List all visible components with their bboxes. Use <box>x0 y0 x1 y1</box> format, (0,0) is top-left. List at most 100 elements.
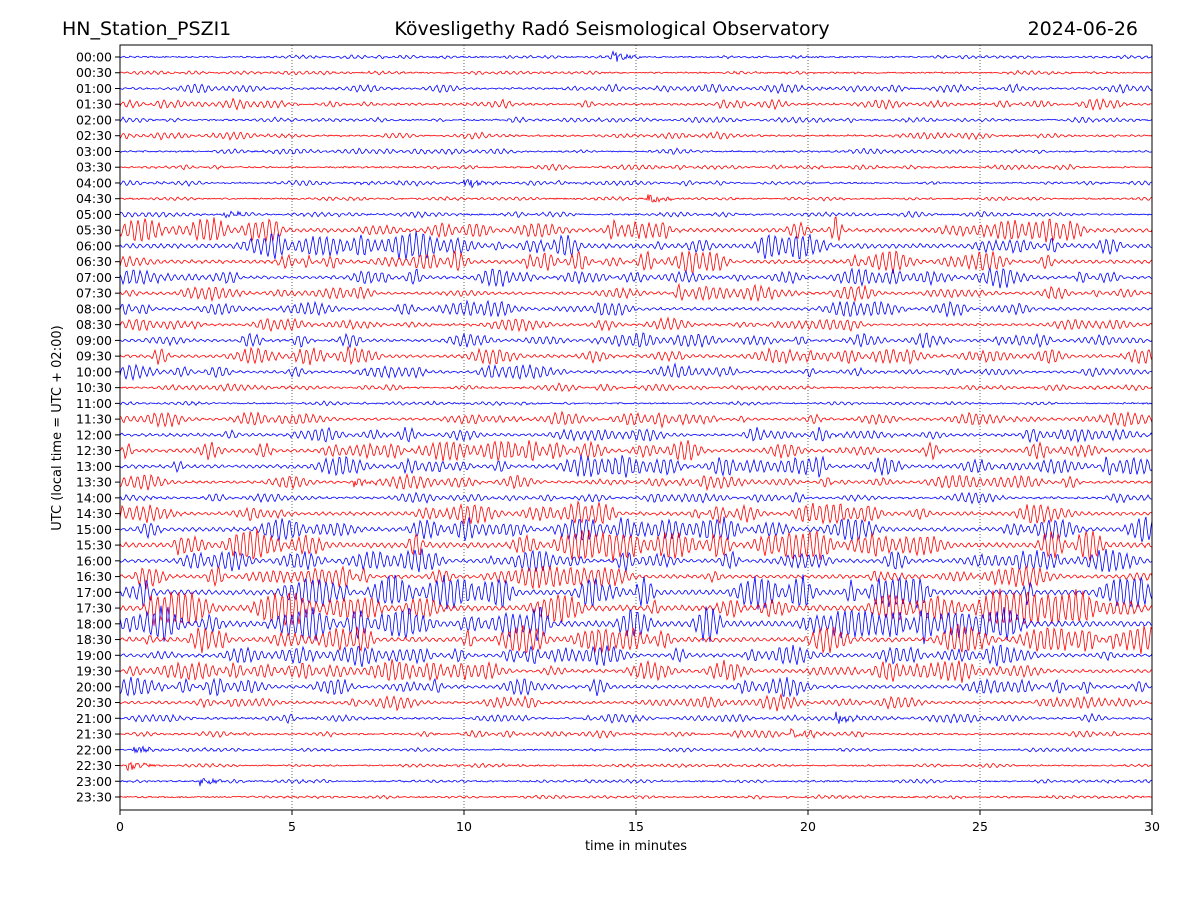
trace-0200 <box>119 116 1153 124</box>
traces <box>119 50 1153 800</box>
y-tick-label: 16:30 <box>76 569 112 584</box>
y-axis-label: UTC (local time = UTC + 02:00) <box>50 325 65 530</box>
trace-0300 <box>119 147 1153 156</box>
y-tick-label: 11:30 <box>76 412 112 427</box>
y-tick-label: 05:30 <box>76 223 112 238</box>
y-tick-label: 00:30 <box>76 65 112 80</box>
y-tick-label: 21:30 <box>76 727 112 742</box>
x-tick-label: 10 <box>456 819 472 834</box>
trace-0030 <box>119 69 1153 76</box>
trace-0500 <box>119 210 1153 219</box>
trace-0630 <box>119 249 1153 274</box>
station-label: HN_Station_PSZI1 <box>62 18 231 40</box>
y-tick-label: 20:30 <box>76 695 112 710</box>
y-tick-label: 03:30 <box>76 160 112 175</box>
x-tick-label: 0 <box>116 819 124 834</box>
y-tick-label: 23:30 <box>76 790 112 805</box>
x-tick-label: 20 <box>800 819 816 834</box>
trace-2100 <box>119 711 1153 725</box>
y-tick-label: 04:00 <box>76 175 112 190</box>
y-tick-label: 13:30 <box>76 475 112 490</box>
y-tick-label: 14:30 <box>76 506 112 521</box>
trace-1230 <box>119 440 1153 462</box>
y-tick-label: 01:30 <box>76 97 112 112</box>
y-tick-labels: 00:0000:3001:0001:3002:0002:3003:0003:30… <box>76 50 120 805</box>
x-tick-label: 15 <box>628 819 644 834</box>
y-tick-label: 22:00 <box>76 742 112 757</box>
y-tick-label: 07:00 <box>76 270 112 285</box>
trace-2130 <box>119 727 1153 739</box>
y-tick-label: 02:00 <box>76 112 112 127</box>
trace-1000 <box>119 362 1152 382</box>
y-tick-label: 19:00 <box>76 648 112 663</box>
trace-2000 <box>119 676 1153 698</box>
trace-0700 <box>119 266 1153 289</box>
trace-1700 <box>119 574 1153 610</box>
trace-1330 <box>119 472 1153 492</box>
trace-0230 <box>119 131 1153 141</box>
y-tick-label: 19:30 <box>76 664 112 679</box>
trace-2300 <box>119 777 1153 787</box>
y-tick-label: 00:00 <box>76 50 112 65</box>
y-tick-label: 02:30 <box>76 128 112 143</box>
x-tick-label: 30 <box>1144 819 1160 834</box>
y-tick-label: 11:00 <box>76 396 112 411</box>
trace-0900 <box>119 332 1153 349</box>
trace-2330 <box>119 794 1153 800</box>
y-tick-label: 10:30 <box>76 380 112 395</box>
trace-1130 <box>119 410 1153 429</box>
chart-title: Kövesligethy Radó Seismological Observat… <box>394 18 829 40</box>
trace-1900 <box>120 644 1153 668</box>
y-tick-label: 07:30 <box>76 286 112 301</box>
x-axis-label: time in minutes <box>585 839 687 854</box>
y-tick-label: 12:00 <box>76 427 112 442</box>
trace-1600 <box>119 548 1153 573</box>
trace-0600 <box>119 231 1152 260</box>
trace-0530 <box>119 216 1153 243</box>
trace-2230 <box>119 761 1153 772</box>
trace-0330 <box>119 163 1153 172</box>
x-tick-labels: 0 5 10 15 20 25 30 <box>116 810 1160 834</box>
trace-1930 <box>119 659 1153 683</box>
y-tick-label: 16:00 <box>76 553 112 568</box>
y-tick-label: 08:00 <box>76 301 112 316</box>
trace-0130 <box>119 97 1152 111</box>
trace-2200 <box>119 745 1153 754</box>
trace-0730 <box>119 282 1153 303</box>
y-tick-label: 10:00 <box>76 364 112 379</box>
trace-0000 <box>119 50 1153 62</box>
y-tick-label: 13:00 <box>76 459 112 474</box>
y-tick-label: 14:00 <box>76 490 112 505</box>
y-tick-label: 06:00 <box>76 238 112 253</box>
y-tick-label: 04:30 <box>76 191 112 206</box>
y-tick-label: 03:00 <box>76 144 112 159</box>
trace-1830 <box>119 623 1153 655</box>
y-tick-label: 18:30 <box>76 632 112 647</box>
y-tick-label: 22:30 <box>76 758 112 773</box>
y-tick-label: 05:00 <box>76 207 112 222</box>
y-tick-label: 09:00 <box>76 333 112 348</box>
date-label: 2024-06-26 <box>1028 18 1138 40</box>
y-tick-label: 20:00 <box>76 679 112 694</box>
trace-0430 <box>119 194 1153 203</box>
trace-1530 <box>119 528 1153 562</box>
y-tick-label: 08:30 <box>76 317 112 332</box>
trace-1630 <box>119 565 1153 590</box>
trace-2030 <box>119 692 1153 712</box>
trace-1200 <box>119 426 1153 444</box>
y-tick-label: 09:30 <box>76 349 112 364</box>
trace-0800 <box>119 299 1153 318</box>
y-tick-label: 15:00 <box>76 522 112 537</box>
y-tick-label: 23:00 <box>76 774 112 789</box>
y-tick-label: 15:30 <box>76 538 112 553</box>
x-tick-label: 5 <box>288 819 296 834</box>
trace-1300 <box>119 454 1153 478</box>
y-tick-label: 21:00 <box>76 711 112 726</box>
trace-0100 <box>119 83 1153 95</box>
trace-1030 <box>119 382 1153 393</box>
y-tick-label: 06:30 <box>76 254 112 269</box>
y-tick-label: 18:00 <box>76 616 112 631</box>
y-tick-label: 12:30 <box>76 443 112 458</box>
y-tick-label: 17:00 <box>76 585 112 600</box>
